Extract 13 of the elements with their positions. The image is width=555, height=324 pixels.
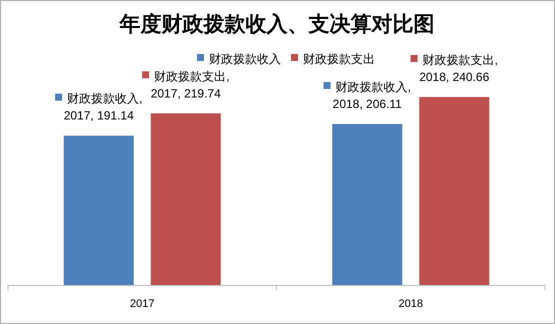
data-label: 财政拨款收入, 2017, 191.14 [64, 92, 142, 123]
data-label: 财政拨款支出, 2018, 240.66 [419, 53, 498, 84]
legend-label: 财政拨款收入 [209, 52, 281, 66]
bar [332, 124, 402, 285]
bar [150, 113, 221, 285]
x-tick-label: 2017 [130, 298, 154, 310]
data-label: 财政拨款收入, 2018, 206.11 [332, 80, 411, 111]
bar [419, 97, 490, 285]
legend-label: 财政拨款支出 [303, 52, 375, 66]
x-tick-label: 2018 [398, 298, 423, 310]
data-label: 财政拨款支出, 2017, 219.74 [150, 69, 230, 100]
bar [64, 136, 134, 285]
chart-title: 年度财政拨款收入、支决算对比图 [118, 12, 434, 36]
